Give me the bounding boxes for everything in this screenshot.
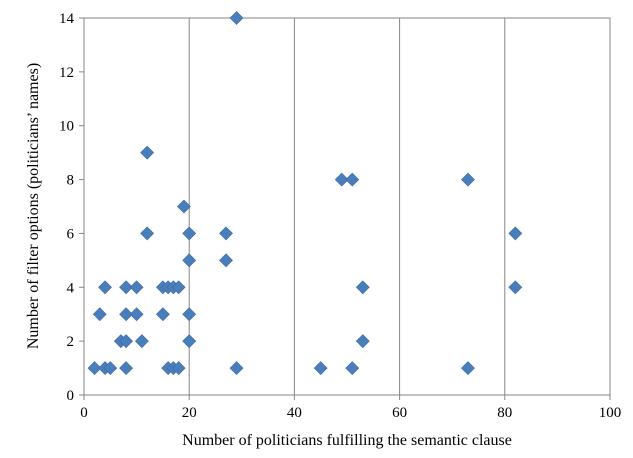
grid-layer xyxy=(188,18,506,395)
data-point xyxy=(171,361,186,375)
data-point xyxy=(134,334,149,349)
x-axis-title: Number of politicians fulfilling the sem… xyxy=(182,432,512,449)
y-tick-label: 6 xyxy=(67,226,75,242)
y-tick-label: 14 xyxy=(59,11,75,27)
data-point xyxy=(219,226,233,241)
data-point xyxy=(508,226,523,241)
data-point xyxy=(345,361,360,375)
data-point xyxy=(182,334,197,349)
data-point xyxy=(98,280,112,295)
x-tick-label: 60 xyxy=(392,405,407,421)
data-point xyxy=(87,361,102,375)
data-point xyxy=(182,307,197,322)
data-point xyxy=(345,172,360,187)
data-point xyxy=(140,145,155,160)
data-point xyxy=(229,11,244,25)
data-point xyxy=(334,172,349,187)
tick-label-layer: 0 2 4 6 8 10 12 14 0 20 40 60 80 100 xyxy=(59,11,621,421)
y-tick-label: 4 xyxy=(67,280,75,296)
data-point xyxy=(229,361,244,375)
data-point xyxy=(219,253,233,268)
x-tick-label: 100 xyxy=(599,405,622,421)
data-point xyxy=(508,280,523,295)
x-tick-label: 80 xyxy=(497,405,512,421)
data-point xyxy=(92,307,107,322)
data-point xyxy=(140,226,155,241)
data-point xyxy=(182,226,197,241)
x-tick-label: 40 xyxy=(287,405,302,421)
y-axis-title: Number of filter options (politicians’ n… xyxy=(25,63,42,349)
data-point xyxy=(119,334,134,349)
data-point xyxy=(182,253,197,268)
data-point xyxy=(461,172,475,187)
data-point xyxy=(461,361,475,375)
y-tick-label: 12 xyxy=(59,65,74,81)
data-point xyxy=(171,280,186,295)
axis-layer xyxy=(79,17,611,400)
x-tick-label: 0 xyxy=(80,405,88,421)
data-point xyxy=(129,307,144,322)
y-tick-label: 2 xyxy=(67,334,75,350)
data-point xyxy=(313,361,328,375)
data-point xyxy=(103,361,118,375)
data-point xyxy=(155,307,170,322)
y-tick-label: 0 xyxy=(67,388,75,404)
data-point xyxy=(177,199,191,214)
data-point xyxy=(119,307,134,322)
data-point xyxy=(129,280,144,295)
data-point xyxy=(355,334,370,349)
data-point xyxy=(355,280,370,295)
x-tick-label: 20 xyxy=(182,405,197,421)
y-tick-label: 10 xyxy=(59,119,74,135)
plot-area-border xyxy=(83,17,611,396)
data-point xyxy=(119,280,134,295)
data-point xyxy=(119,361,134,375)
y-tick-label: 8 xyxy=(67,173,75,189)
point-layer xyxy=(87,11,523,375)
